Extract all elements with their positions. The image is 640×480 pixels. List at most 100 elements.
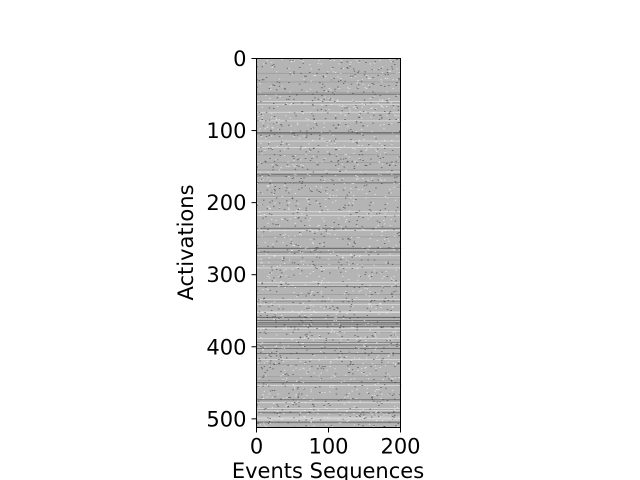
heatmap-cell [296,341,298,342]
heatmap-cell [288,276,290,278]
heatmap-cell [380,67,382,69]
heatmap-cell [309,290,312,292]
heatmap-cell [319,351,322,352]
heatmap-cell [324,406,326,408]
heatmap-cell [368,204,371,206]
heatmap-cell [313,425,315,427]
heatmap-cell [268,146,270,148]
heatmap-cell [291,178,294,179]
heatmap-cell [358,157,361,159]
heatmap-cell [352,373,354,375]
heatmap-cell [269,418,271,419]
heatmap-cell [310,359,312,360]
heatmap-row-band [256,410,401,412]
heatmap-cell [396,336,399,338]
heatmap-cell [286,103,288,104]
heatmap-cell [319,335,321,337]
heatmap-cell [318,365,320,367]
heatmap-cell [350,77,353,79]
heatmap-cell [270,62,273,63]
heatmap-cell [280,167,282,169]
heatmap-cell [369,310,371,312]
heatmap-cell [394,331,397,333]
heatmap-cell [337,217,340,219]
heatmap-cell [393,107,395,109]
heatmap-row-band [256,412,401,414]
heatmap-cell [329,130,331,132]
heatmap-cell [335,320,338,321]
heatmap-cell [332,189,334,191]
heatmap-cell [334,373,337,375]
heatmap-cell [285,268,287,270]
heatmap-cell [362,217,364,218]
heatmap-cell [370,351,373,353]
heatmap-cell [355,131,358,133]
heatmap-cell [376,272,378,274]
heatmap-cell [366,392,369,393]
heatmap-cell [291,133,294,135]
heatmap-cell [356,107,359,109]
heatmap-cell [352,106,355,108]
heatmap-cell [316,72,318,74]
heatmap-cell [389,296,392,298]
heatmap-cell [391,294,393,295]
heatmap-cell [353,168,356,169]
heatmap-cell [367,248,369,250]
heatmap-cell [270,356,272,357]
heatmap-cell [359,415,361,417]
heatmap-cell [270,219,273,221]
heatmap-cell [342,256,344,258]
heatmap-cell [372,77,374,79]
heatmap-cell [351,301,353,303]
heatmap-cell [371,177,374,179]
heatmap-cell [348,156,351,158]
heatmap-cell [301,393,303,395]
heatmap-row-band [256,317,401,319]
heatmap-cell [327,250,330,252]
heatmap-cell [354,386,356,388]
heatmap-row-band [256,171,401,173]
heatmap-cell [318,69,320,71]
heatmap-cell [310,389,312,391]
heatmap-cell [259,174,261,176]
heatmap-cell [330,143,333,145]
heatmap-cell [370,233,373,235]
heatmap-cell [281,357,284,359]
heatmap-cell [256,203,258,205]
heatmap-cell [306,349,308,351]
heatmap-cell [337,160,339,162]
heatmap-cell [267,289,269,290]
heatmap-cell [301,187,303,189]
heatmap-cell [368,191,371,192]
heatmap-cell [344,154,346,156]
heatmap-cell [358,216,360,218]
heatmap-cell [321,347,323,349]
heatmap-cell [365,271,367,273]
heatmap-cell [273,279,276,281]
heatmap-cell [393,393,395,395]
heatmap-cell [397,106,400,107]
heatmap-cell [381,66,384,68]
heatmap-cell [391,390,394,391]
heatmap-cell [274,362,276,364]
heatmap-cell [291,73,294,75]
heatmap-cell [355,178,358,180]
heatmap-cell [388,375,391,377]
heatmap-cell [389,70,392,72]
heatmap-cell [364,273,366,275]
heatmap-cell [344,119,346,120]
heatmap-cell [381,271,383,273]
heatmap-cell [342,228,344,230]
heatmap-cell [337,253,339,255]
heatmap-cell [358,237,361,239]
heatmap-cell [396,407,399,409]
heatmap-cell [304,102,306,104]
heatmap-cell [339,354,341,356]
heatmap-cell [337,76,339,78]
heatmap-cell [322,75,325,77]
heatmap-cell [377,75,379,76]
heatmap-cell [262,375,265,377]
heatmap-cell [336,237,338,239]
heatmap-cell [382,287,384,289]
heatmap-cell [360,150,362,152]
